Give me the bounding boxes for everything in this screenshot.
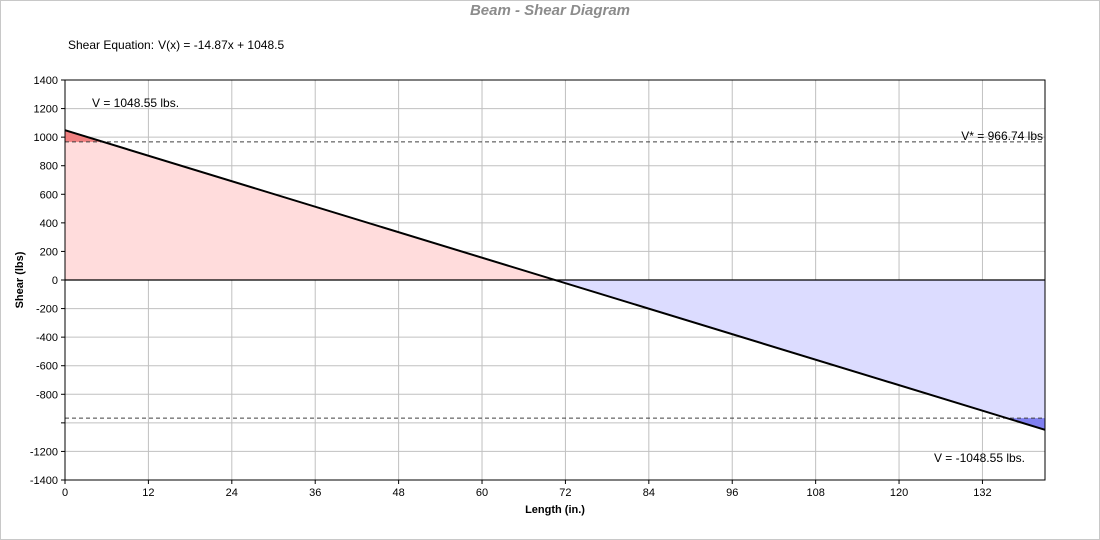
x-tick-label: 96 [726,487,738,499]
y-tick-label: 600 [40,189,58,201]
min-shear-label: V = -1048.55 lbs. [934,451,1025,465]
y-tick-label: -600 [36,361,58,373]
x-axis-title: Length (in.) [525,504,585,516]
x-tick-label: 60 [476,487,488,499]
y-tick-label: 400 [40,218,58,230]
x-tick-label: 120 [890,487,908,499]
y-tick-label: 1000 [34,132,58,144]
y-tick-label: 1400 [34,75,58,87]
chart-title: Beam - Shear Diagram [469,2,631,19]
y-tick-label: 800 [40,161,58,173]
shear-line [64,129,1046,431]
y-tick-label: 200 [40,246,58,258]
y-tick-label: 1200 [34,104,58,116]
shear-equation-value: V(x) = -14.87x + 1048.5 [158,38,285,52]
x-tick-label: 48 [392,487,404,499]
y-tick-label: -1200 [30,446,58,458]
max-shear-label: V = 1048.55 lbs. [92,96,179,110]
x-tick-label: 72 [559,487,571,499]
y-tick-label: -800 [36,389,58,401]
x-tick-label: 132 [973,487,991,499]
x-tick-label: 12 [142,487,154,499]
y-axis-title: Shear (lbs) [14,251,26,308]
x-tick-label: 24 [226,487,238,499]
shear-equation-label: Shear Equation: [68,38,155,52]
y-tick-label: -1400 [30,475,58,487]
y-tick-label: -200 [36,304,58,316]
y-tick-label: 0 [52,275,58,287]
shear-equation: Shear Equation: V(x) = -14.87x + 1048.5 [68,38,288,52]
x-tick-label: 0 [62,487,68,499]
x-tick-label: 84 [643,487,655,499]
allowable-shear-label: V* = 966.74 lbs [961,129,1043,143]
x-tick-label: 108 [806,487,824,499]
x-tick-label: 36 [309,487,321,499]
y-tick-label: -400 [36,332,58,344]
